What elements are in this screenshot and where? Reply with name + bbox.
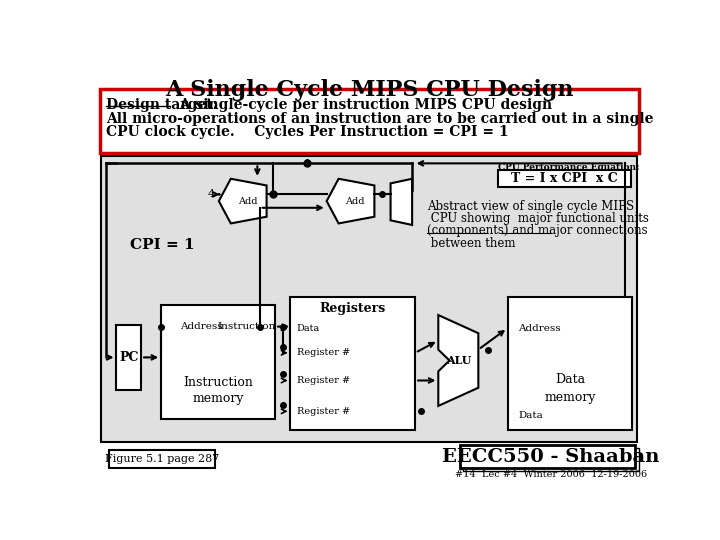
Bar bbox=[99, 90, 639, 153]
Text: Add: Add bbox=[238, 197, 257, 206]
Polygon shape bbox=[438, 315, 478, 406]
Polygon shape bbox=[219, 179, 266, 224]
Polygon shape bbox=[390, 179, 412, 225]
Text: Instruction: Instruction bbox=[183, 376, 253, 389]
Text: Register #: Register # bbox=[297, 376, 350, 385]
Text: A single-cycle per instruction MIPS CPU design: A single-cycle per instruction MIPS CPU … bbox=[170, 98, 552, 112]
Bar bbox=[290, 298, 415, 430]
Text: Registers: Registers bbox=[320, 302, 386, 315]
Bar bbox=[117, 325, 141, 390]
Bar bbox=[101, 156, 637, 442]
Text: Register #: Register # bbox=[297, 348, 350, 357]
Bar bbox=[498, 170, 631, 187]
Text: Data: Data bbox=[555, 373, 585, 386]
Text: Address: Address bbox=[180, 322, 222, 331]
Bar bbox=[463, 448, 639, 471]
Text: CPI = 1: CPI = 1 bbox=[130, 238, 195, 252]
Text: CPU Performance Equation:: CPU Performance Equation: bbox=[498, 163, 640, 172]
Text: memory: memory bbox=[192, 392, 244, 405]
Text: between them: between them bbox=[427, 237, 516, 249]
Bar bbox=[508, 298, 632, 430]
Bar bbox=[460, 445, 636, 468]
Polygon shape bbox=[327, 179, 374, 224]
Text: A Single Cycle MIPS CPU Design: A Single Cycle MIPS CPU Design bbox=[165, 79, 573, 100]
Text: Data: Data bbox=[518, 411, 543, 421]
Text: Register #: Register # bbox=[297, 407, 350, 416]
Text: ALU: ALU bbox=[446, 355, 472, 366]
Text: Figure 5.1 page 287: Figure 5.1 page 287 bbox=[104, 454, 219, 464]
Text: All micro-operations of an instruction are to be carried out in a single: All micro-operations of an instruction a… bbox=[106, 112, 653, 126]
Text: Address: Address bbox=[518, 323, 561, 333]
Text: PC: PC bbox=[119, 351, 138, 364]
Text: memory: memory bbox=[544, 392, 595, 404]
Text: Add: Add bbox=[346, 197, 365, 206]
Text: CPU showing  major functional units: CPU showing major functional units bbox=[427, 212, 649, 225]
Text: 4: 4 bbox=[208, 190, 215, 199]
Text: T = I x CPI  x C: T = I x CPI x C bbox=[511, 172, 618, 185]
Bar bbox=[161, 305, 275, 419]
Text: #14  Lec #4  Winter 2006  12-19-2006: #14 Lec #4 Winter 2006 12-19-2006 bbox=[454, 470, 647, 479]
Text: Abstract view of single cycle MIPS: Abstract view of single cycle MIPS bbox=[427, 200, 634, 213]
Text: EECC550 - Shaaban: EECC550 - Shaaban bbox=[442, 448, 660, 465]
Text: Instruction: Instruction bbox=[217, 322, 276, 331]
Text: Data: Data bbox=[297, 323, 320, 333]
Text: CPU clock cycle.    Cycles Per Instruction = CPI = 1: CPU clock cycle. Cycles Per Instruction … bbox=[106, 125, 508, 139]
Text: Design target:: Design target: bbox=[106, 98, 217, 112]
Text: (components) and major connections: (components) and major connections bbox=[427, 224, 647, 237]
Bar bbox=[109, 450, 215, 468]
